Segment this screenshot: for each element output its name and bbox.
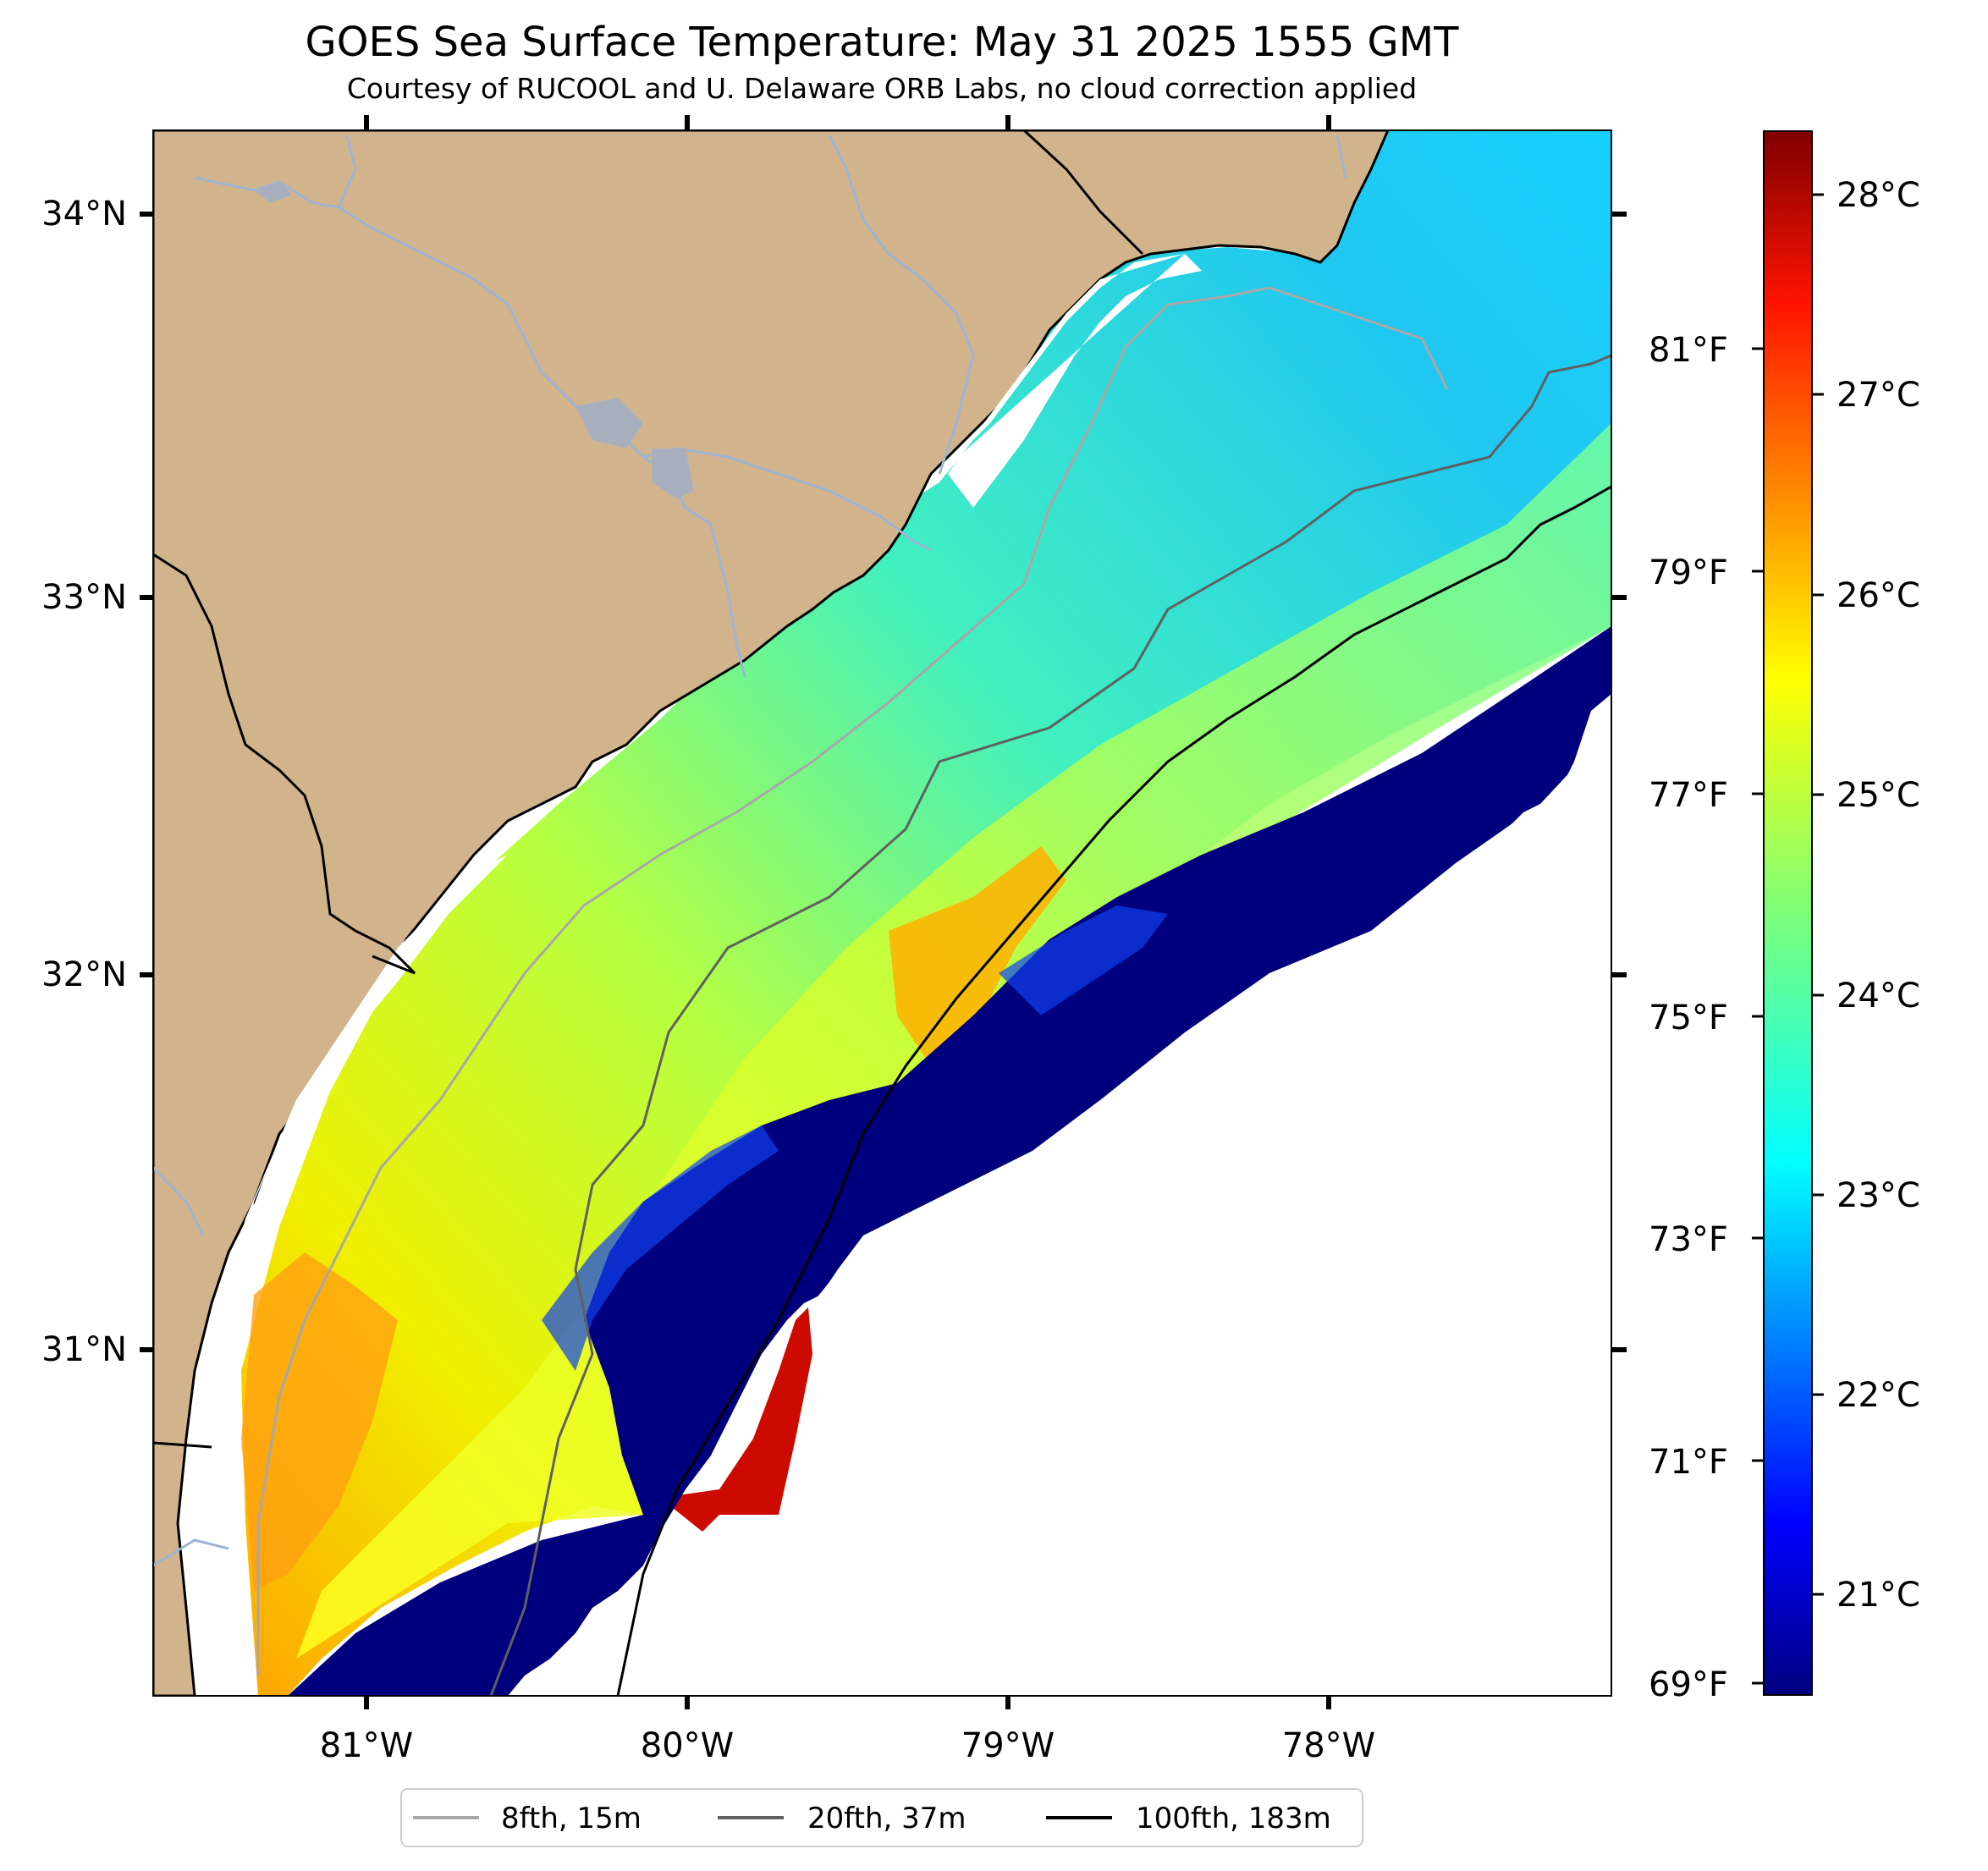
legend: 8fth, 15m 20fth, 37m 100fth, 183m — [400, 1788, 1363, 1847]
rivers — [153, 135, 1347, 1567]
isobath-20fth — [489, 354, 1611, 1696]
isobath-100fth — [616, 485, 1611, 1696]
map-area — [153, 130, 1611, 1696]
sst-no-data — [796, 728, 1611, 1696]
lon-label: 79°W — [961, 1726, 1055, 1765]
legend-label: 100fth, 183m — [1136, 1802, 1331, 1835]
lon-label: 80°W — [641, 1726, 734, 1765]
fahrenheit-label: 79°F — [1649, 553, 1728, 592]
land — [153, 130, 1390, 1696]
marsh-white-sc — [939, 254, 1202, 508]
fahrenheit-label: 71°F — [1649, 1443, 1728, 1482]
celsius-label: 22°C — [1837, 1376, 1920, 1415]
lat-label: 31°N — [41, 1330, 127, 1369]
fahrenheit-label: 75°F — [1649, 999, 1728, 1037]
lon-label: 81°W — [320, 1726, 413, 1765]
colorbar-celsius-ticks — [1812, 193, 1824, 1596]
state-boundaries — [153, 130, 1144, 1449]
sst-warm-patch — [889, 846, 1066, 1066]
celsius-label: 25°C — [1837, 776, 1920, 815]
sst-cool-offshore — [288, 626, 1611, 1696]
lon-label: 78°W — [1282, 1726, 1375, 1765]
celsius-label: 27°C — [1837, 376, 1920, 415]
colorbar-fahrenheit-labels: 81°F 79°F 77°F 75°F 73°F 71°F 69°F — [1649, 331, 1728, 1704]
marsh-white — [212, 855, 508, 1608]
lat-label: 34°N — [41, 195, 127, 234]
fahrenheit-label: 81°F — [1649, 331, 1728, 370]
legend-label: 20fth, 37m — [807, 1802, 966, 1835]
colorbar-fahrenheit-ticks — [1752, 347, 1764, 1685]
lat-label: 32°N — [41, 955, 127, 994]
isobath-8fth — [256, 286, 1449, 1676]
celsius-label: 24°C — [1837, 977, 1920, 1015]
celsius-label: 23°C — [1837, 1176, 1920, 1215]
sst-hot-filament — [660, 1307, 812, 1532]
celsius-label: 26°C — [1837, 576, 1920, 615]
map-frame — [152, 129, 1612, 1697]
fahrenheit-label: 69°F — [1649, 1665, 1728, 1704]
fahrenheit-label: 73°F — [1649, 1220, 1728, 1259]
lat-label: 33°N — [41, 578, 127, 617]
reservoirs — [254, 182, 694, 499]
sst-cold-eddies — [542, 905, 1168, 1371]
fahrenheit-label: 77°F — [1649, 776, 1728, 815]
celsius-label: 28°C — [1837, 176, 1920, 215]
map-ticks — [140, 115, 1627, 1709]
lon-labels: 81°W 80°W 79°W 78°W — [320, 1726, 1375, 1765]
colorbar-celsius-labels: 28°C 27°C 26°C 25°C 24°C 23°C 22°C 21°C — [1837, 176, 1920, 1615]
map-subtitle: Courtesy of RUCOOL and U. Delaware ORB L… — [347, 72, 1417, 105]
legend-label: 8fth, 15m — [501, 1802, 642, 1835]
map-title: GOES Sea Surface Temperature: May 31 202… — [306, 19, 1460, 66]
lat-labels: 34°N 33°N 32°N 31°N — [41, 195, 127, 1369]
celsius-label: 21°C — [1837, 1576, 1920, 1615]
sst-warm-nearshore — [241, 1252, 398, 1591]
colorbar — [1763, 130, 1813, 1696]
legend-box — [400, 1788, 1363, 1847]
